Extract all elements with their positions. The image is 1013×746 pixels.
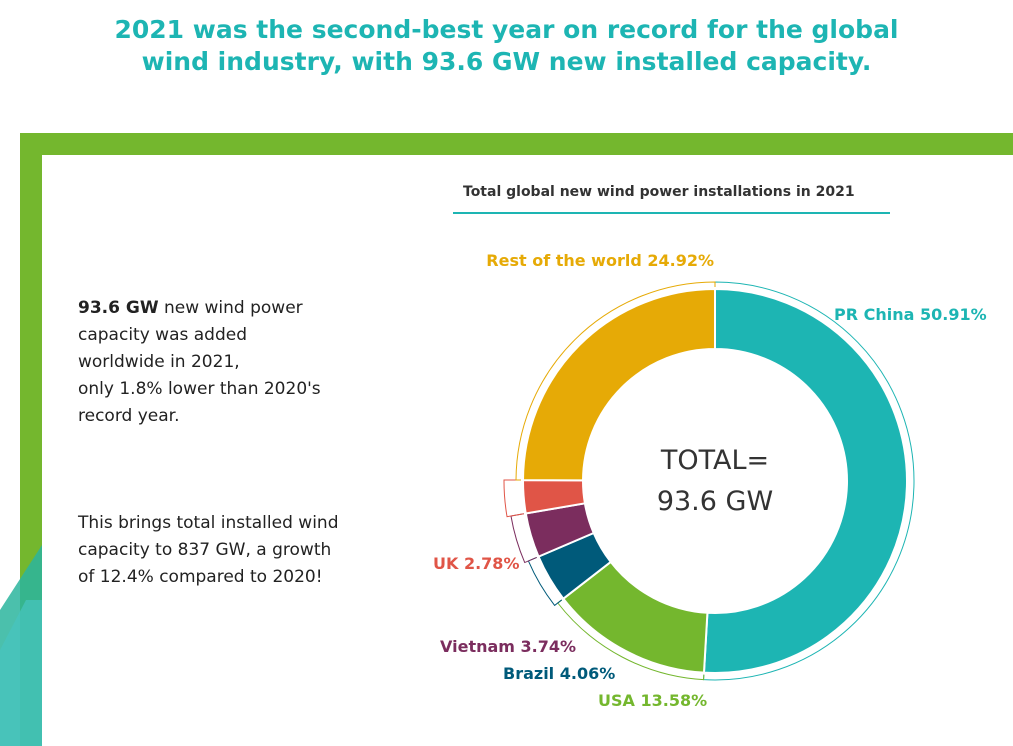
chart-title: Total global new wind power installation…: [463, 184, 855, 200]
donut-slices: [521, 287, 908, 674]
headline-line-2: wind industry, with 93.6 GW new installe…: [141, 47, 872, 76]
summary-line-1: new wind power: [158, 298, 303, 318]
slice-label-usa: USA 13.58%: [598, 691, 707, 710]
leader-usa: [557, 599, 705, 681]
growth-line-3: of 12.4% compared to 2020!: [78, 567, 323, 587]
summary-line-4: only 1.8% lower than 2020's: [78, 379, 321, 399]
label-leader-lines: [503, 281, 915, 681]
center-total-label: TOTAL=: [660, 445, 769, 476]
slice-label-uk: UK 2.78%: [433, 554, 519, 573]
slice-label-rest-of-the-world: Rest of the world 24.92%: [486, 251, 714, 270]
donut-slice-pr-china: [702, 287, 908, 674]
chart-title-underline: [453, 212, 890, 214]
summary-bold-value: 93.6 GW: [78, 298, 159, 318]
leader-rest-of-the-world: [515, 281, 716, 481]
growth-line-1: This brings total installed wind: [78, 513, 339, 533]
leader-uk: [503, 479, 524, 518]
leader-pr-china: [703, 281, 915, 681]
headline: 2021 was the second-best year on record …: [0, 14, 1013, 78]
growth-line-2: capacity to 837 GW, a growth: [78, 540, 332, 560]
frame-top-bar: [20, 133, 1013, 155]
slice-label-pr-china: PR China 50.91%: [834, 305, 987, 324]
summary-paragraph-1: 93.6 GW new wind power capacity was adde…: [78, 295, 398, 430]
summary-paragraph-2: This brings total installed wind capacit…: [78, 510, 398, 591]
slice-labels: PR China 50.91% USA 13.58% Brazil 4.06% Vie…: [433, 251, 987, 710]
decorative-wave-shape: [0, 545, 42, 746]
summary-line-5: record year.: [78, 406, 180, 426]
donut-slice-rest-of-the-world: [521, 287, 716, 482]
slice-label-vietnam: Vietnam 3.74%: [440, 637, 576, 656]
summary-line-2: capacity was added: [78, 325, 248, 345]
summary-line-3: worldwide in 2021,: [78, 352, 240, 372]
center-total-value: 93.6 GW: [657, 486, 773, 517]
headline-line-1: 2021 was the second-best year on record …: [114, 15, 899, 44]
slice-label-brazil: Brazil 4.06%: [503, 664, 615, 683]
